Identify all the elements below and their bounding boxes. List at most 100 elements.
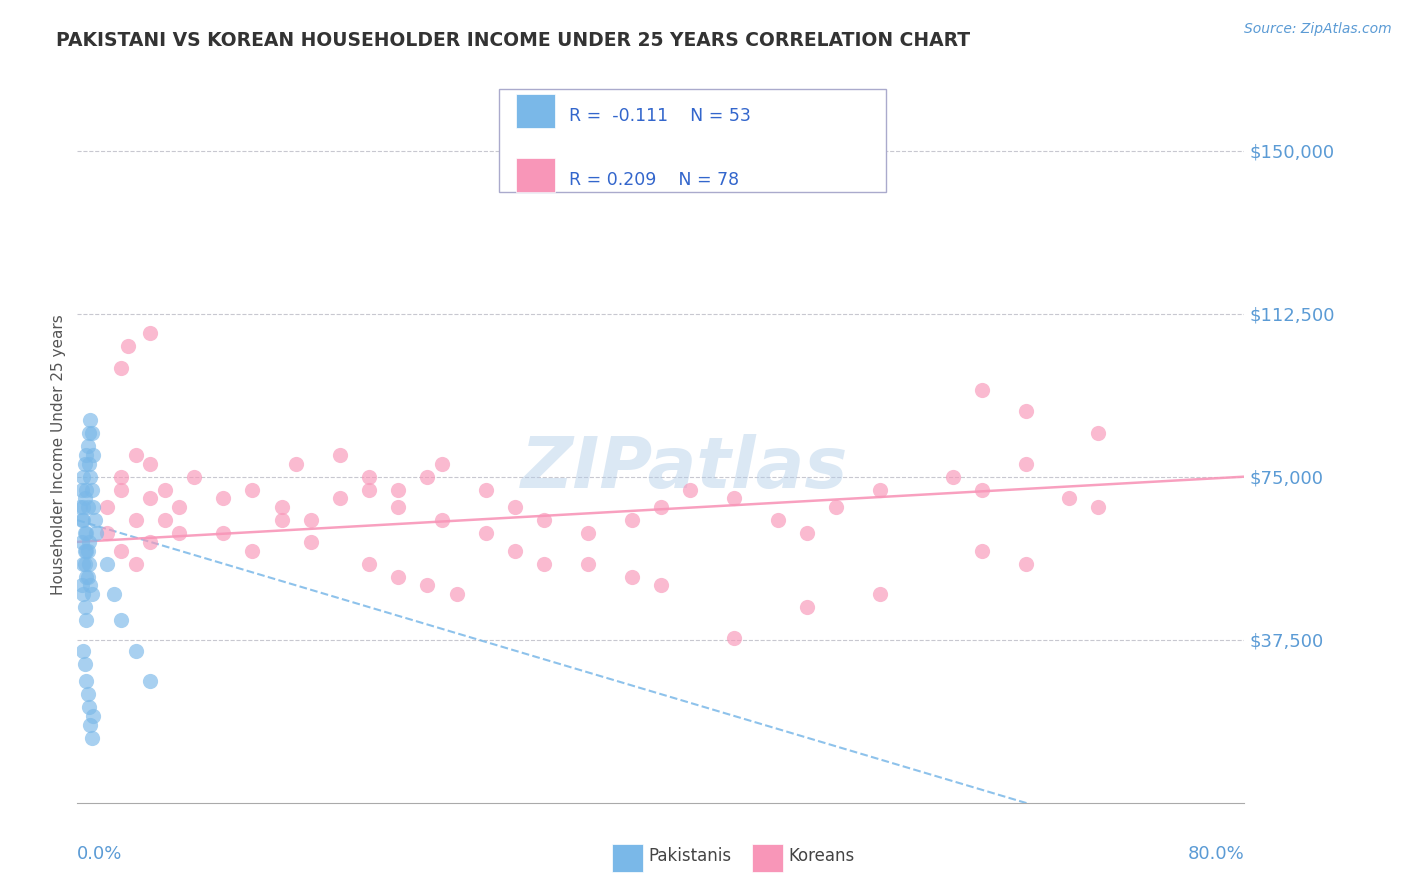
Point	[80, 483, 103, 497]
Point	[359, 557, 381, 571]
Point	[125, 513, 148, 527]
Text: Pakistanis: Pakistanis	[648, 847, 731, 865]
Point	[80, 426, 103, 441]
Point	[416, 469, 439, 483]
Point	[82, 448, 104, 462]
Point	[183, 469, 205, 483]
Point	[430, 513, 453, 527]
Point	[75, 674, 97, 689]
Point	[77, 700, 100, 714]
Point	[75, 483, 97, 497]
Point	[139, 674, 162, 689]
Point	[533, 513, 555, 527]
Point	[76, 570, 98, 584]
Point	[83, 513, 105, 527]
Point	[72, 469, 94, 483]
Point	[1014, 457, 1036, 471]
Point	[576, 526, 599, 541]
Point	[76, 500, 98, 514]
Text: R = 0.209    N = 78: R = 0.209 N = 78	[569, 171, 740, 189]
Point	[103, 587, 125, 601]
Point	[72, 587, 94, 601]
Point	[329, 491, 352, 506]
Point	[650, 500, 672, 514]
Point	[110, 483, 132, 497]
Point	[110, 613, 132, 627]
Point	[79, 578, 101, 592]
Point	[1014, 557, 1036, 571]
Point	[82, 500, 104, 514]
Point	[723, 631, 745, 645]
Point	[79, 413, 101, 427]
Point	[139, 457, 162, 471]
Point	[110, 543, 132, 558]
Point	[75, 613, 97, 627]
Point	[299, 535, 322, 549]
Point	[77, 457, 100, 471]
Point	[869, 587, 891, 601]
Text: PAKISTANI VS KOREAN HOUSEHOLDER INCOME UNDER 25 YEARS CORRELATION CHART: PAKISTANI VS KOREAN HOUSEHOLDER INCOME U…	[56, 31, 970, 50]
Point	[650, 578, 672, 592]
Point	[69, 500, 91, 514]
Point	[446, 587, 468, 601]
Point	[80, 587, 103, 601]
Point	[970, 543, 993, 558]
Point	[70, 535, 93, 549]
Point	[139, 491, 162, 506]
Point	[475, 483, 498, 497]
Point	[79, 717, 101, 731]
Point	[387, 570, 409, 584]
Point	[169, 500, 191, 514]
Point	[73, 543, 96, 558]
Point	[679, 483, 702, 497]
Point	[77, 557, 100, 571]
Point	[970, 383, 993, 397]
Point	[70, 578, 93, 592]
Point	[70, 483, 93, 497]
Point	[139, 535, 162, 549]
Point	[96, 526, 118, 541]
Text: Koreans: Koreans	[789, 847, 855, 865]
Point	[270, 513, 292, 527]
Point	[73, 457, 96, 471]
Point	[285, 457, 308, 471]
Point	[110, 361, 132, 376]
Point	[796, 526, 818, 541]
Point	[869, 483, 891, 497]
Text: 80.0%: 80.0%	[1188, 845, 1244, 863]
Point	[139, 326, 162, 341]
Point	[387, 500, 409, 514]
Point	[430, 457, 453, 471]
Point	[72, 643, 94, 657]
Point	[96, 557, 118, 571]
Point	[153, 483, 176, 497]
Point	[117, 339, 139, 353]
Point	[329, 448, 352, 462]
Text: ZIPatlas: ZIPatlas	[520, 434, 848, 503]
Point	[73, 600, 96, 615]
Point	[387, 483, 409, 497]
Point	[79, 469, 101, 483]
Point	[125, 643, 148, 657]
Point	[73, 557, 96, 571]
Point	[96, 500, 118, 514]
Point	[825, 500, 848, 514]
Point	[242, 543, 264, 558]
Point	[76, 687, 98, 701]
Point	[942, 469, 965, 483]
Point	[503, 500, 526, 514]
Point	[75, 526, 97, 541]
Point	[359, 483, 381, 497]
Point	[416, 578, 439, 592]
Point	[75, 570, 97, 584]
Point	[125, 448, 148, 462]
Point	[723, 491, 745, 506]
Point	[125, 557, 148, 571]
Point	[72, 557, 94, 571]
Point	[242, 483, 264, 497]
Point	[475, 526, 498, 541]
Point	[533, 557, 555, 571]
Point	[766, 513, 789, 527]
Text: 0.0%: 0.0%	[77, 845, 122, 863]
Point	[80, 731, 103, 745]
